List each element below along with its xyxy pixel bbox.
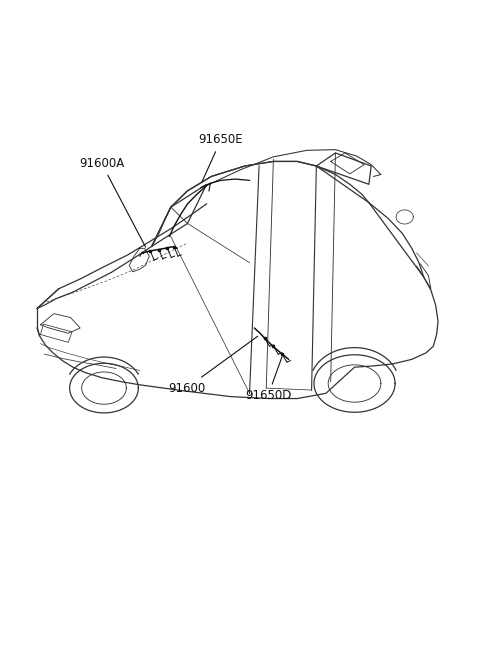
Text: 91650E: 91650E [199,133,243,182]
Text: 91600A: 91600A [79,157,145,247]
Text: 91600: 91600 [168,336,258,394]
Text: 91650D: 91650D [245,357,291,402]
